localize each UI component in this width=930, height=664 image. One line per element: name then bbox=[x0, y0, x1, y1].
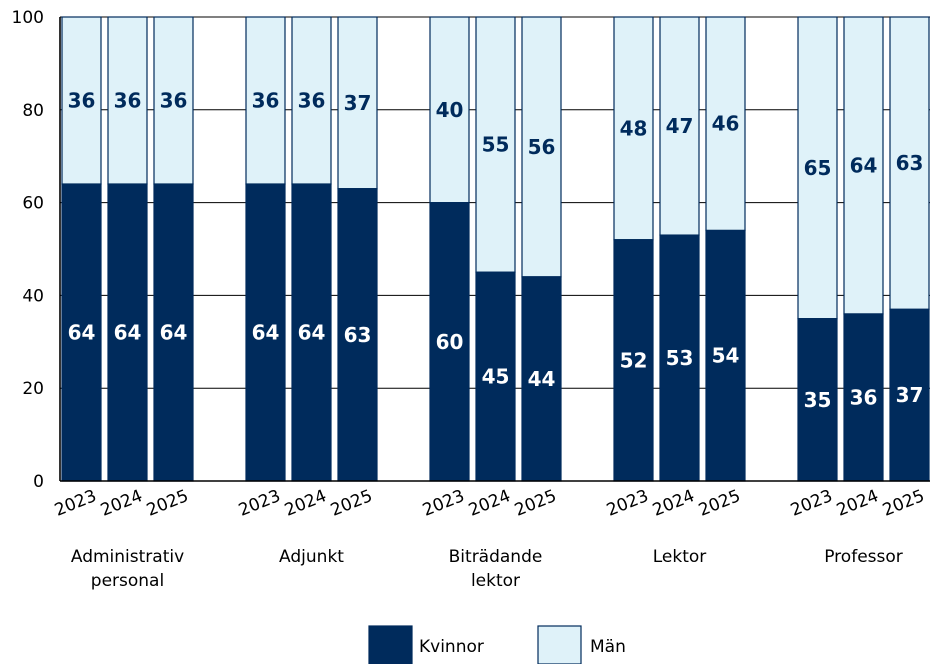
bar-man bbox=[521, 16, 562, 278]
data-label-man: 48 bbox=[620, 116, 648, 140]
data-label-kvinnor: 64 bbox=[68, 321, 96, 345]
y-tick-label: 40 bbox=[22, 286, 44, 306]
legend: Kvinnor Män bbox=[368, 625, 626, 664]
bar-man bbox=[153, 16, 194, 185]
bar-kvinnor bbox=[291, 183, 332, 482]
x-tick-label: 2023 bbox=[604, 486, 652, 521]
x-tick-label: 2025 bbox=[880, 486, 928, 521]
legend-label: Kvinnor bbox=[419, 637, 484, 657]
data-label-man: 65 bbox=[804, 156, 832, 180]
y-tick-label: 80 bbox=[22, 101, 44, 121]
bar-man bbox=[889, 16, 930, 310]
bar-man bbox=[61, 16, 102, 185]
x-tick-label: 2024 bbox=[282, 486, 330, 521]
data-label-man: 55 bbox=[482, 133, 510, 157]
bar-kvinnor bbox=[889, 308, 930, 482]
data-label-kvinnor: 53 bbox=[666, 346, 694, 370]
x-tick-label: 2023 bbox=[420, 486, 468, 521]
bar-kvinnor bbox=[429, 202, 470, 482]
bar-man bbox=[245, 16, 286, 185]
bar-man bbox=[291, 16, 332, 185]
data-label-kvinnor: 64 bbox=[160, 321, 188, 345]
data-label-kvinnor: 64 bbox=[298, 321, 326, 345]
bar-kvinnor bbox=[797, 318, 838, 482]
data-label-man: 46 bbox=[712, 112, 740, 136]
data-label-man: 36 bbox=[252, 89, 280, 113]
bar-man bbox=[613, 16, 654, 241]
bar-man bbox=[659, 16, 700, 236]
group-label: Adjunkt bbox=[279, 547, 344, 567]
bar-kvinnor bbox=[107, 183, 148, 482]
group-label: Professor bbox=[824, 547, 903, 567]
data-label-kvinnor: 63 bbox=[344, 323, 372, 347]
x-tick-label: 2025 bbox=[696, 486, 744, 521]
bar-man bbox=[797, 16, 838, 320]
y-tick-label: 60 bbox=[22, 194, 44, 214]
x-tick-label: 2024 bbox=[466, 486, 514, 521]
bar-man bbox=[107, 16, 148, 185]
data-label-man: 47 bbox=[666, 114, 694, 138]
x-tick-label: 2025 bbox=[512, 486, 560, 521]
data-label-man: 40 bbox=[436, 98, 464, 122]
data-label-man: 36 bbox=[298, 89, 326, 113]
x-tick-label: 2024 bbox=[834, 486, 882, 521]
data-label-kvinnor: 60 bbox=[436, 330, 464, 354]
data-label-man: 56 bbox=[528, 135, 556, 159]
legend-swatch bbox=[537, 625, 582, 664]
bar-kvinnor bbox=[659, 234, 700, 482]
group-label: Administrativ personal bbox=[71, 547, 184, 591]
bar-kvinnor bbox=[521, 276, 562, 482]
legend-swatch bbox=[368, 625, 413, 664]
data-label-kvinnor: 44 bbox=[528, 367, 556, 391]
group-label: Biträdande lektor bbox=[449, 547, 543, 591]
data-label-kvinnor: 54 bbox=[712, 344, 740, 368]
y-tick-label: 100 bbox=[12, 8, 44, 28]
bar-man bbox=[337, 16, 378, 190]
data-label-man: 36 bbox=[68, 89, 96, 113]
bar-man bbox=[475, 16, 516, 273]
bar-kvinnor bbox=[843, 313, 884, 482]
y-tick-label: 20 bbox=[22, 379, 44, 399]
bar-kvinnor bbox=[705, 229, 746, 482]
data-label-man: 37 bbox=[344, 91, 372, 115]
labels: 64 36 64 36 64 36 Administrativ personal 64 36 64 3… bbox=[68, 89, 924, 591]
data-label-man: 63 bbox=[896, 151, 924, 175]
bar-kvinnor bbox=[153, 183, 194, 482]
legend-label: Män bbox=[590, 637, 626, 657]
data-label-kvinnor: 35 bbox=[804, 388, 832, 412]
data-label-kvinnor: 37 bbox=[896, 383, 924, 407]
bar-kvinnor bbox=[245, 183, 286, 482]
data-label-man: 64 bbox=[850, 153, 878, 177]
data-label-man: 36 bbox=[114, 89, 142, 113]
x-tick-label: 2023 bbox=[788, 486, 836, 521]
bar-man bbox=[843, 16, 884, 315]
bar-kvinnor bbox=[475, 271, 516, 482]
x-tick-label: 2024 bbox=[98, 486, 146, 521]
x-tick-label: 2023 bbox=[236, 486, 284, 521]
data-label-kvinnor: 45 bbox=[482, 365, 510, 389]
x-tick-label: 2025 bbox=[144, 486, 192, 521]
bars bbox=[61, 16, 930, 482]
y-tick-label: 0 bbox=[33, 472, 44, 492]
data-label-kvinnor: 52 bbox=[620, 348, 648, 372]
data-label-man: 36 bbox=[160, 89, 188, 113]
bar-man bbox=[429, 16, 470, 204]
data-label-kvinnor: 36 bbox=[850, 385, 878, 409]
group-label: Lektor bbox=[653, 547, 707, 567]
data-label-kvinnor: 64 bbox=[252, 321, 280, 345]
x-tick-label: 2025 bbox=[328, 486, 376, 521]
bar-kvinnor bbox=[337, 188, 378, 482]
bar-kvinnor bbox=[613, 239, 654, 482]
x-tick-label: 2023 bbox=[52, 486, 100, 521]
data-label-kvinnor: 64 bbox=[114, 321, 142, 345]
x-tick-label: 2024 bbox=[650, 486, 698, 521]
